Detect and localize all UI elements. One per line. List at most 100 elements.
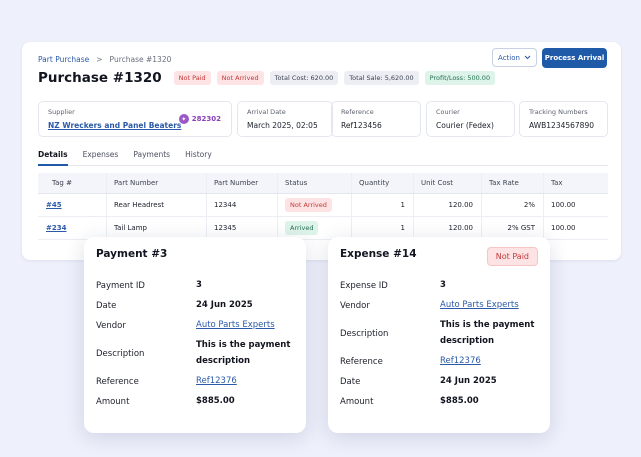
tab-history[interactable]: History [185,150,212,159]
tax-rate: 2% GST [482,217,544,239]
expense-description-line1: This is the payment [440,320,535,330]
supplier-logo-icon: ✦ [178,114,189,124]
col-part-name: Part Number [107,173,207,193]
profit-loss-badge: Profit/Loss: 500.00 [424,71,496,85]
tab-payments[interactable]: Payments [133,150,171,159]
payment-description-label: Description [96,349,145,359]
expense-description-label: Description [340,329,389,339]
tab-bar: Details Expenses Payments History [38,149,608,166]
supplier-label: Supplier [48,108,75,116]
col-tax-rate: Tax Rate [482,173,544,193]
table-row: #234 Tail Lamp 12345 Arrived 1 120.00 2%… [38,217,608,240]
payment-popup: Payment #3 Payment ID 3 Date 24 Jun 2025… [84,237,306,433]
courier-value: Courier (Fedex) [436,121,494,130]
expense-amount-value: $885.00 [440,396,479,406]
supplier-card: Supplier NZ Wreckers and Panel Beaters ✦… [38,101,232,137]
total-sale-badge: Total Sale: 5,620.00 [344,71,419,85]
action-dropdown-button[interactable]: Action [492,48,537,67]
expense-vendor-link[interactable]: Auto Parts Experts [440,300,519,310]
courier-label: Courier [436,108,460,116]
status-badge: Arrived [285,221,319,235]
expense-date-label: Date [340,377,361,387]
expense-status-badge: Not Paid [486,247,538,266]
page-title: Purchase #1320 [38,70,162,86]
expense-id-label: Expense ID [340,281,388,291]
supplier-id-chip: ✦ 282302 [178,114,221,124]
payment-status-badge: Not Paid [173,71,211,85]
arrival-date-card: Arrival Date March 2025, 02:05 [237,101,333,137]
purchase-panel: Part Purchase > Purchase #1320 Action Pr… [22,42,621,260]
status-cell: Arrived [278,217,352,239]
payment-reference-link[interactable]: Ref12376 [196,376,237,386]
tag-link[interactable]: #45 [38,194,107,216]
payment-amount-value: $885.00 [196,396,235,406]
payment-amount-label: Amount [96,397,130,407]
unit-cost: 120.00 [414,194,482,216]
expense-id-value: 3 [440,280,446,290]
expense-reference-link[interactable]: Ref12376 [440,356,481,366]
col-unit-cost: Unit Cost [414,173,482,193]
payment-vendor-label: Vendor [96,321,126,331]
payment-id-value: 3 [196,280,202,290]
breadcrumb-current: Purchase #1320 [109,55,172,64]
payment-popup-title: Payment #3 [96,248,168,260]
payment-description-line2: description [196,356,251,366]
quantity: 1 [352,217,414,239]
tab-expenses[interactable]: Expenses [82,150,119,159]
tracking-value: AWB1234567890 [529,121,594,130]
parts-table: Tag # Part Number Part Number Status Qua… [38,173,608,240]
tag-link[interactable]: #234 [38,217,107,239]
total-cost-badge: Total Cost: 620.00 [269,71,339,85]
reference-card: Reference Ref123456 [331,101,421,137]
payment-reference-label: Reference [96,377,139,387]
expense-reference-label: Reference [340,357,383,367]
expense-popup-title: Expense #14 [340,248,417,260]
col-tag: Tag # [38,173,107,193]
payment-description-line1: This is the payment [196,340,291,350]
tab-details[interactable]: Details [38,149,68,166]
arrival-date-label: Arrival Date [247,108,286,116]
action-label: Action [498,53,520,62]
payment-date-label: Date [96,301,117,311]
unit-cost: 120.00 [414,217,482,239]
title-row: Purchase #1320 Not Paid Not Arrived Tota… [38,70,496,86]
part-name: Rear Headrest [107,194,207,216]
tax-rate: 2% [482,194,544,216]
reference-label: Reference [341,108,374,116]
expense-vendor-label: Vendor [340,301,370,311]
tax: 100.00 [551,224,576,232]
process-arrival-button[interactable]: Process Arrival [542,48,607,68]
status-badge: Not Arrived [285,198,332,212]
payment-vendor-link[interactable]: Auto Parts Experts [196,320,275,330]
status-cell: Not Arrived [278,194,352,216]
supplier-link[interactable]: NZ Wreckers and Panel Beaters [48,121,182,130]
payment-id-label: Payment ID [96,281,145,291]
table-row: #45 Rear Headrest 12344 Not Arrived 1 12… [38,194,608,217]
courier-card: Courier Courier (Fedex) [426,101,515,137]
payment-date-value: 24 Jun 2025 [196,300,253,310]
chevron-right-icon: > [96,55,103,64]
part-name: Tail Lamp [107,217,207,239]
supplier-id: 282302 [191,115,221,123]
reference-value: Ref123456 [341,121,382,130]
col-tax: Tax [551,179,563,187]
breadcrumb: Part Purchase > Purchase #1320 [38,55,171,64]
col-status: Status [278,173,352,193]
tax: 100.00 [551,201,576,209]
expense-popup: Expense #14 Not Paid Expense ID 3 Vendor… [328,237,550,433]
chevron-down-icon [524,55,531,60]
col-quantity: Quantity [352,173,414,193]
expense-amount-label: Amount [340,397,374,407]
col-part-number: Part Number [207,173,278,193]
arrival-date-value: March 2025, 02:05 [247,121,318,130]
part-number: 12344 [207,194,278,216]
quantity: 1 [352,194,414,216]
arrival-status-badge: Not Arrived [216,71,264,85]
expense-description-line2: description [440,336,495,346]
tracking-label: Tracking Numbers [529,108,588,116]
table-header: Tag # Part Number Part Number Status Qua… [38,173,608,194]
part-number: 12345 [207,217,278,239]
expense-date-value: 24 Jun 2025 [440,376,497,386]
tracking-card: Tracking Numbers AWB1234567890 [519,101,608,137]
breadcrumb-parent-link[interactable]: Part Purchase [38,55,90,64]
